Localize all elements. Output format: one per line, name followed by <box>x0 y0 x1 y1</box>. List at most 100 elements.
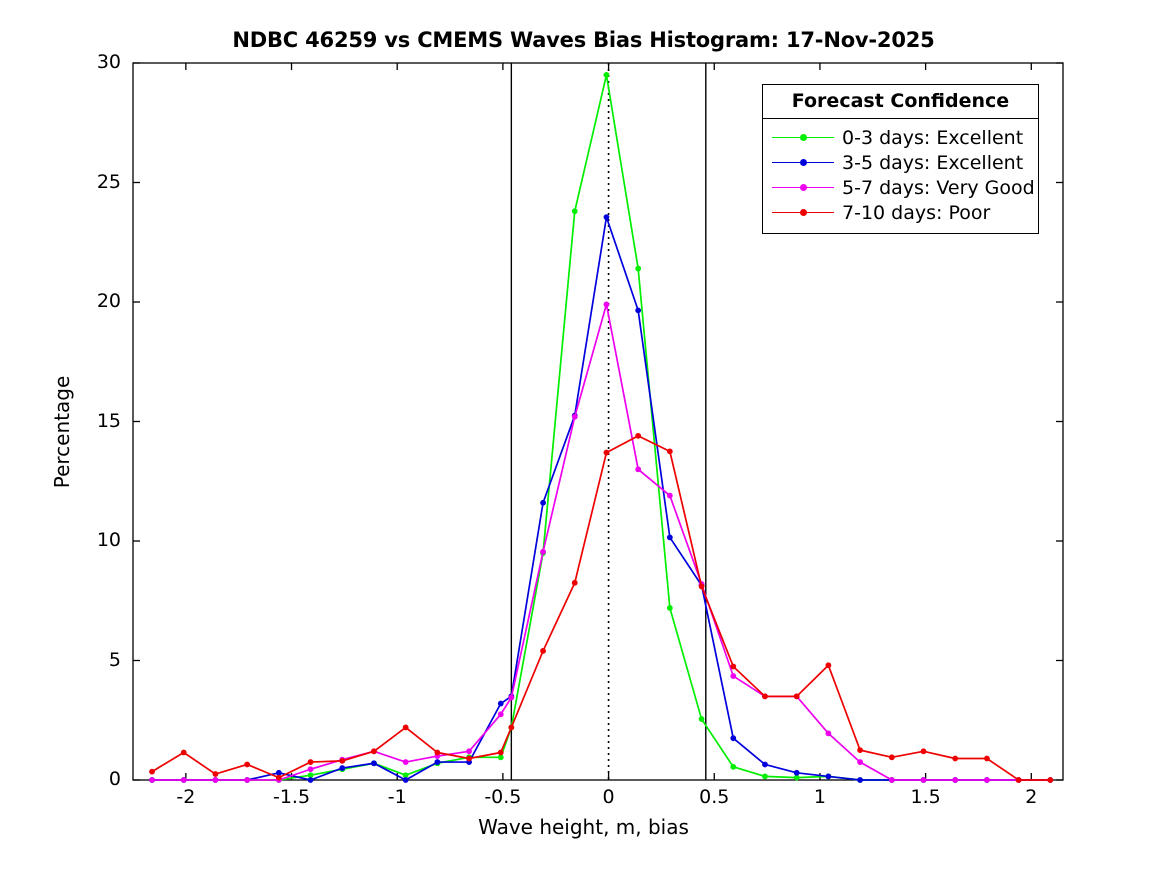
x-tick-label: 2 <box>1025 786 1038 808</box>
series-marker <box>571 579 578 586</box>
series-marker <box>434 759 441 765</box>
series-marker <box>635 307 642 314</box>
legend-dot-icon <box>800 184 807 191</box>
legend-item-2[interactable]: 5-7 days: Very Good <box>763 175 1038 200</box>
series-marker <box>244 761 251 768</box>
x-tick-label: -1.5 <box>272 786 311 808</box>
series-marker <box>984 755 990 762</box>
x-tick-label: -2 <box>176 786 196 808</box>
legend-item-3[interactable]: 7-10 days: Poor <box>763 200 1038 225</box>
series-marker <box>793 693 800 700</box>
legend-item-label: 3-5 days: Excellent <box>842 151 1024 174</box>
series-marker <box>698 716 705 722</box>
page-title: NDBC 46259 vs CMEMS Waves Bias Histogram… <box>232 28 935 52</box>
series-line-2 <box>151 303 1052 781</box>
series-marker <box>857 747 863 754</box>
y-tick-label: 25 <box>96 170 121 193</box>
series-marker <box>666 448 673 455</box>
series-marker <box>730 663 737 670</box>
series-marker <box>212 777 219 783</box>
series-marker <box>698 583 705 590</box>
series-line-1 <box>151 216 1052 781</box>
series-marker <box>275 774 282 781</box>
legend-dot-icon <box>800 209 807 216</box>
series-marker <box>762 761 768 768</box>
series-marker <box>149 777 155 783</box>
series-marker <box>571 413 578 420</box>
legend: Forecast Confidence 0-3 days: Excellent 3… <box>762 84 1039 234</box>
series-marker <box>434 749 441 756</box>
series-marker <box>402 759 409 765</box>
x-tick-label: 0 <box>602 786 615 808</box>
series-marker <box>666 534 673 541</box>
legend-item-1[interactable]: 3-5 days: Excellent <box>763 150 1038 175</box>
series-marker <box>952 755 959 762</box>
x-tick-label: 0.5 <box>699 786 730 808</box>
series-marker <box>793 769 800 776</box>
series-marker <box>888 777 895 783</box>
series-marker <box>497 711 504 718</box>
series-marker <box>497 749 504 756</box>
legend-item-0[interactable]: 0-3 days: Excellent <box>763 125 1038 150</box>
legend-item-label: 7-10 days: Poor <box>842 201 991 224</box>
series-marker <box>920 748 927 755</box>
series-marker <box>371 760 377 767</box>
series-marker <box>666 605 673 611</box>
series-marker <box>603 301 610 308</box>
legend-swatch-icon <box>772 156 834 170</box>
series-marker <box>1015 777 1022 783</box>
series-marker <box>244 777 251 783</box>
legend-dot-icon <box>800 159 807 166</box>
series-marker <box>730 735 737 742</box>
series-marker <box>149 768 155 775</box>
series-marker <box>497 700 504 707</box>
series-marker <box>371 748 377 755</box>
series-marker <box>307 772 314 779</box>
series-marker <box>402 724 409 731</box>
series-marker <box>825 773 832 780</box>
series-marker <box>635 265 642 272</box>
series-marker <box>793 774 800 781</box>
series-marker <box>466 755 472 762</box>
series-marker <box>730 673 737 679</box>
series-marker <box>508 694 515 701</box>
series-marker <box>402 772 409 779</box>
legend-swatch-icon <box>772 181 834 195</box>
series-marker <box>212 771 219 777</box>
series-marker <box>920 777 927 783</box>
legend-items: 0-3 days: Excellent 3-5 days: Excellent 5-… <box>763 119 1038 233</box>
y-tick-label: 15 <box>96 409 121 432</box>
legend-title: Forecast Confidence <box>763 85 1038 119</box>
series-marker <box>307 777 314 783</box>
series-marker <box>825 730 832 737</box>
series-line-3 <box>151 434 1052 781</box>
x-tick-label: -1 <box>387 786 407 808</box>
series-marker <box>952 777 959 783</box>
legend-swatch-icon <box>772 206 834 220</box>
legend-item-label: 5-7 days: Very Good <box>842 176 1035 199</box>
series-marker <box>825 662 832 669</box>
series-marker <box>762 773 768 780</box>
series-marker <box>339 765 346 771</box>
series-marker <box>857 759 863 765</box>
series-marker <box>857 777 863 783</box>
series-marker <box>307 759 314 765</box>
x-axis-label: Wave height, m, bias <box>478 815 689 839</box>
legend-dot-icon <box>800 134 807 141</box>
x-tick-label: 1 <box>813 786 826 808</box>
y-tick-label: 20 <box>96 290 121 312</box>
y-tick-label: 30 <box>96 51 121 73</box>
series-marker <box>762 693 768 700</box>
series-marker <box>666 492 673 499</box>
series-marker <box>339 757 346 764</box>
series-marker <box>1047 777 1054 783</box>
series-marker <box>497 754 504 761</box>
series-marker <box>402 777 409 783</box>
series-marker <box>730 763 737 770</box>
series-marker <box>635 466 642 473</box>
y-tick-label: 10 <box>96 529 121 551</box>
series-marker <box>540 548 546 555</box>
x-tick-label: -0.5 <box>484 786 522 808</box>
